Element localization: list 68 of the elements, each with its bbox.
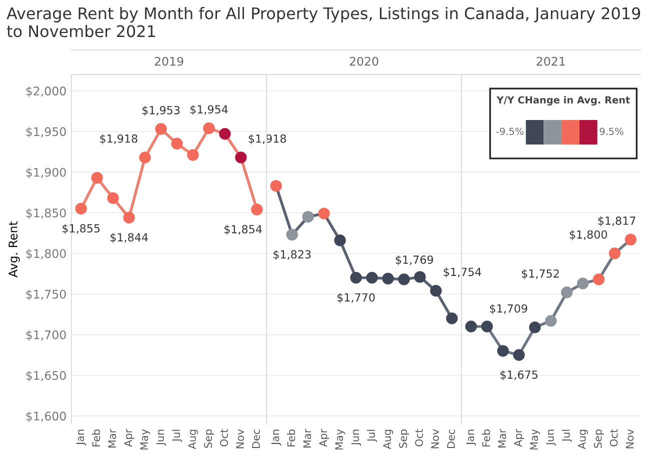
x-tick-label: Oct xyxy=(415,429,423,446)
x-tick-label: Aug xyxy=(578,430,588,450)
x-tick-label: Jul xyxy=(172,430,182,442)
text: Average Rent by Month for All Property Types, Listings in Canada, January 2019 to November 2021 xyxy=(6,6,640,38)
x-tick-label: Jul xyxy=(562,430,572,442)
x-tick-label: Dec xyxy=(252,430,260,448)
data-label: $1,770 xyxy=(337,293,375,304)
data-label: $1,954 xyxy=(190,104,228,116)
data-label: $1,675 xyxy=(500,370,538,380)
y-tick-label: $1,850 xyxy=(26,208,66,219)
y-axis-title: Avg. Rent xyxy=(8,221,20,278)
y-tick-label: $1,600 xyxy=(26,411,66,422)
y-tick-label: $1,650 xyxy=(26,370,66,382)
x-tick-label: Nov xyxy=(431,429,439,448)
data-label: $1,754 xyxy=(444,268,482,278)
x-tick-label: Oct xyxy=(220,429,228,446)
x-tick-label: Aug xyxy=(383,430,394,450)
x-tick-label: Mar xyxy=(498,428,506,448)
x-tick-label: Nov xyxy=(236,429,244,448)
chart-subtitle: 2019 xyxy=(154,56,184,66)
x-tick-label: Dec xyxy=(447,430,455,448)
x-tick-label: Jun xyxy=(156,430,166,446)
x-tick-label: Aug xyxy=(188,430,198,450)
x-tick-label: May xyxy=(140,429,150,450)
data-label: $1,709 xyxy=(490,304,528,314)
data-label: $1,854 xyxy=(224,224,262,235)
x-tick-label: Jan xyxy=(271,430,282,446)
x-tick-label: Mar xyxy=(108,428,116,448)
x-tick-label: Apr xyxy=(319,428,330,447)
x-tick-label: Sep xyxy=(204,429,214,448)
data-label: $1,752 xyxy=(522,269,559,280)
data-label: $1,769 xyxy=(396,255,434,266)
x-tick-label: Nov xyxy=(626,429,634,448)
x-tick-label: Sep xyxy=(399,429,409,448)
x-tick-label: Apr xyxy=(514,428,524,447)
data-label: $1,855 xyxy=(62,224,100,234)
legend-title: Y/Y CHange in Avg. Rent xyxy=(496,96,630,106)
data-label: $1,823 xyxy=(274,250,311,260)
data-label: $1,817 xyxy=(598,216,636,226)
x-tick-label: Jan xyxy=(76,430,86,446)
y-tick-label: $1,900 xyxy=(26,168,66,178)
data-label: $1,800 xyxy=(570,230,608,240)
x-tick-label: Jun xyxy=(546,430,556,446)
x-tick-label: Sep xyxy=(594,429,604,448)
x-tick-label: Apr xyxy=(124,428,134,447)
x-tick-label: Jul xyxy=(366,430,377,442)
x-tick-label: Feb xyxy=(287,429,296,446)
x-tick-label: Feb xyxy=(92,429,100,446)
annotation: 9.5% xyxy=(600,128,624,136)
annotation: -9.5% xyxy=(496,128,524,136)
x-tick-label: Feb xyxy=(482,429,490,446)
y-tick-label: $1,800 xyxy=(26,248,66,260)
x-tick-label: May xyxy=(335,429,346,450)
x-tick-label: Oct xyxy=(610,429,618,446)
data-label: $1,953 xyxy=(142,106,180,116)
y-tick-label: $1,750 xyxy=(26,290,66,300)
x-tick-label: Jan xyxy=(466,430,476,446)
x-tick-label: May xyxy=(530,429,540,450)
chart-subtitle: 2020 xyxy=(350,56,378,66)
data-label: $1,918 xyxy=(248,134,286,144)
data-label: $1,918 xyxy=(100,134,138,144)
x-tick-label: Mar xyxy=(303,428,312,448)
x-tick-label: Jun xyxy=(351,430,361,446)
chart-subtitle: 2021 xyxy=(536,56,565,66)
y-tick-label: $2,000 xyxy=(26,86,66,98)
data-label: $1,844 xyxy=(110,232,148,243)
y-tick-label: $1,700 xyxy=(26,330,66,341)
y-tick-label: $1,950 xyxy=(26,126,66,138)
